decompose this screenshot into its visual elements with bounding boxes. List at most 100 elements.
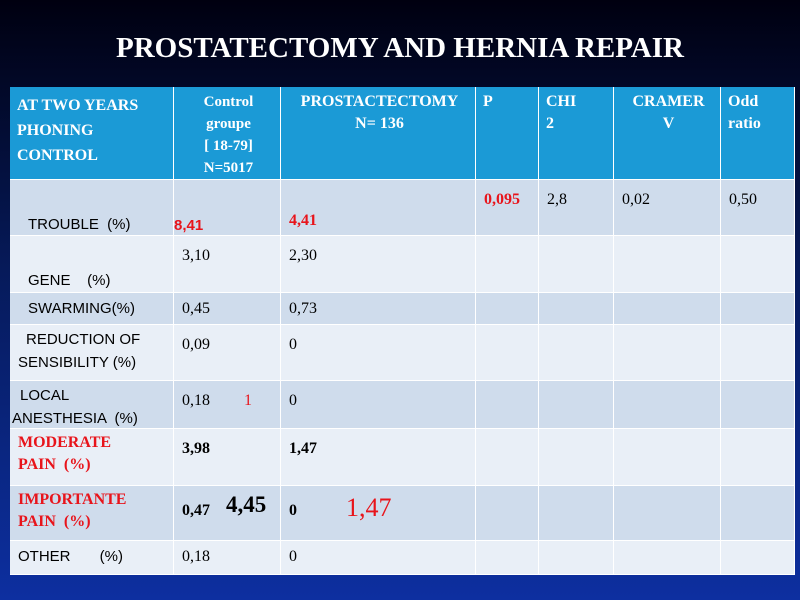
cell-value: 0,095 (484, 191, 520, 208)
table-cell (721, 541, 795, 575)
cell-value: 0 (289, 392, 297, 409)
table-cell (174, 87, 281, 180)
table-cell (614, 87, 721, 180)
header-cell-text: Odd ratio (728, 93, 761, 132)
table-cell (281, 486, 476, 541)
cell-value: 0,09 (182, 336, 210, 353)
table-cell (476, 293, 539, 325)
table-cell (721, 381, 795, 429)
table-cell (10, 236, 174, 293)
table-cell (174, 180, 281, 236)
table-cell (10, 429, 174, 486)
table-cell (10, 87, 174, 180)
table-cell (281, 325, 476, 381)
table-cell (721, 429, 795, 486)
cell-value: 0,02 (622, 191, 650, 208)
header-cell-text: CRAMER V (632, 93, 705, 132)
table-cell (281, 381, 476, 429)
header-cell-text: CHI 2 (546, 93, 577, 132)
cell-value: 0,50 (729, 191, 757, 208)
cell-value: 0,47 (182, 502, 210, 519)
table-cell (10, 325, 174, 381)
row-label: MODERATE PAIN (%) (18, 434, 112, 473)
row-label: OTHER (%) (18, 548, 123, 565)
table-cell (476, 325, 539, 381)
table-cell (281, 180, 476, 236)
table-cell (539, 180, 614, 236)
table-cell (281, 236, 476, 293)
cell-value: 2,30 (289, 247, 317, 264)
cell-value: 2,8 (547, 191, 567, 208)
table-cell (539, 541, 614, 575)
table-cell (281, 87, 476, 180)
cell-value: 3,10 (182, 247, 210, 264)
row-label: GENE (%) (28, 272, 111, 289)
table-cell (614, 180, 721, 236)
table-cell (476, 87, 539, 180)
row-label: REDUCTION OF SENSIBILITY (%) (18, 331, 141, 371)
row-label: IMPORTANTE PAIN (%) (18, 491, 127, 530)
table-cell (476, 541, 539, 575)
table-cell (281, 541, 476, 575)
table-cell (539, 381, 614, 429)
header-cell-text: PROSTACTECTOMY N= 136 (300, 93, 459, 132)
row-label: TROUBLE (%) (28, 216, 131, 233)
table-cell (10, 180, 174, 236)
table-cell (614, 429, 721, 486)
table-cell (281, 293, 476, 325)
table-cell (10, 293, 174, 325)
header-cell-text: P (483, 93, 493, 110)
table-cell (281, 429, 476, 486)
table-cell (539, 429, 614, 486)
table-cell (174, 325, 281, 381)
table-cell (614, 381, 721, 429)
table-cell (174, 236, 281, 293)
table-cell (539, 293, 614, 325)
table-cell (10, 486, 174, 541)
cell-value: 1,47 (289, 440, 317, 457)
cell-value-extra: 1 (244, 392, 252, 409)
table-cell (174, 541, 281, 575)
cell-value: 4,41 (289, 212, 317, 229)
header-cell-text: Control groupe [ 18-79] N=5017 (203, 94, 254, 176)
slide-title: PROSTATECTOMY AND HERNIA REPAIR (116, 32, 684, 64)
table-cell (476, 236, 539, 293)
cell-value: 0,73 (289, 300, 317, 317)
table-cell (476, 381, 539, 429)
table-cell (539, 236, 614, 293)
table-cell (476, 180, 539, 236)
cell-value: 0,45 (182, 300, 210, 317)
table-cell (614, 236, 721, 293)
table-cell (614, 486, 721, 541)
table-cell (721, 325, 795, 381)
table-cell (476, 429, 539, 486)
table-cell (614, 293, 721, 325)
table-cell (174, 381, 281, 429)
table-cell (174, 486, 281, 541)
cell-value-extra: 1,47 (346, 493, 392, 522)
table-cell (174, 293, 281, 325)
table-cell (721, 87, 795, 180)
cell-value-extra: 4,45 (226, 492, 267, 517)
cell-value: 0,18 (182, 548, 210, 565)
table-cell (721, 236, 795, 293)
cell-value: 0 (289, 548, 297, 565)
table-cell (614, 541, 721, 575)
row-label: LOCAL ANESTHESIA (%) (12, 387, 138, 427)
table-cell (721, 486, 795, 541)
header-cell-text: AT TWO YEARS PHONING CONTROL (17, 97, 139, 164)
table-cell (476, 486, 539, 541)
table-cell (10, 541, 174, 575)
table-cell (174, 429, 281, 486)
table-cell (721, 293, 795, 325)
table-cell (539, 325, 614, 381)
table-cell (614, 325, 721, 381)
table-cell (721, 180, 795, 236)
cell-value: 0 (289, 502, 297, 519)
cell-value: 3,98 (182, 440, 210, 457)
table-cell (539, 486, 614, 541)
table-cell (10, 381, 174, 429)
table-cell (539, 87, 614, 180)
cell-value: 0,18 (182, 392, 210, 409)
